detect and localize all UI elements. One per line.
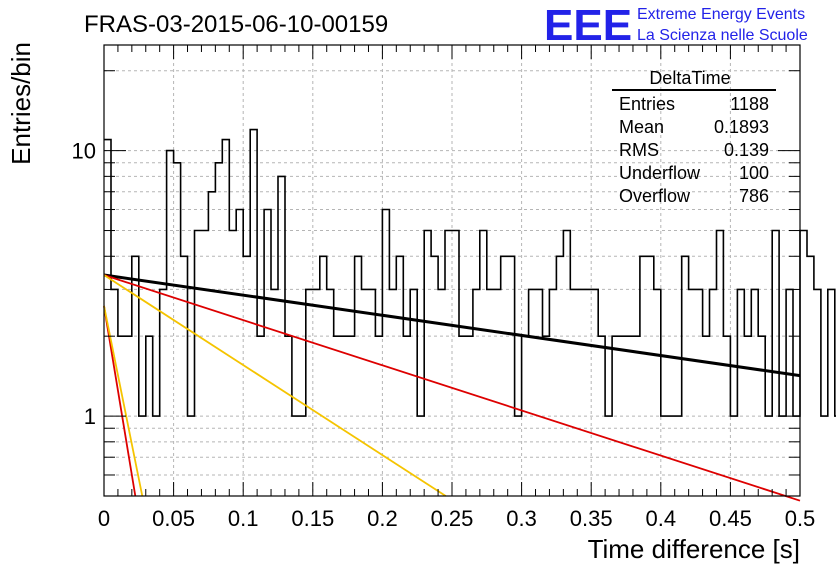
x-axis-title: Time difference [s] <box>588 534 800 564</box>
tick-layer <box>103 45 801 497</box>
x-tick-label: 0.45 <box>709 506 752 531</box>
stats-value-mean: 0.1893 <box>714 117 769 137</box>
stats-value-rms: 0.139 <box>724 140 769 160</box>
stats-box: DeltaTime Entries 1188 Mean 0.1893 RMS 0… <box>612 68 776 206</box>
histogram-outline <box>104 128 836 417</box>
grid-layer <box>104 45 800 497</box>
x-tick-label: 0.2 <box>367 506 398 531</box>
fit-layer <box>103 273 801 502</box>
x-tick-label: 0.4 <box>646 506 677 531</box>
eee-logo-line-1: Extreme Energy Events <box>637 6 805 23</box>
y-tick-label: 1 <box>84 404 96 429</box>
eee-logo-line-2: La Scienza nelle Scuole <box>637 27 808 44</box>
y-axis-title: Entries/bin <box>6 42 36 165</box>
x-tick-label: 0.25 <box>431 506 474 531</box>
stats-label-overflow: Overflow <box>619 186 691 206</box>
eee-logo-mark: EEE <box>544 1 632 50</box>
x-tick-label: 0.15 <box>291 506 334 531</box>
stats-value-entries: 1188 <box>730 94 769 114</box>
stats-title: DeltaTime <box>649 68 730 88</box>
y-tick-label: 10 <box>72 139 96 164</box>
x-tick-label: 0.3 <box>506 506 537 531</box>
x-tick-label: 0 <box>98 506 110 531</box>
fit-curve-4 <box>103 305 137 497</box>
fit-curve-3 <box>103 274 447 497</box>
stats-label-mean: Mean <box>619 117 664 137</box>
tick-label-layer: 0 0.05 0.1 0.15 0.2 0.25 0.3 0.35 0.4 0.45 0.5 1 10 <box>72 139 816 531</box>
stats-value-overflow: 786 <box>739 186 769 206</box>
stats-label-entries: Entries <box>619 94 675 114</box>
fit-curve-1 <box>103 273 801 378</box>
x-tick-label: 0.5 <box>785 506 816 531</box>
chart-title: FRAS-03-2015-06-10-00159 <box>84 11 388 38</box>
histogram-layer <box>104 128 836 417</box>
fit-curve-5 <box>103 305 144 497</box>
fit-curve-2 <box>103 274 801 502</box>
stats-label-underflow: Underflow <box>619 163 701 183</box>
stats-value-underflow: 100 <box>739 163 769 183</box>
x-tick-label: 0.05 <box>152 506 195 531</box>
x-tick-label: 0.35 <box>570 506 613 531</box>
x-tick-label: 0.1 <box>228 506 259 531</box>
stats-label-rms: RMS <box>619 140 659 160</box>
